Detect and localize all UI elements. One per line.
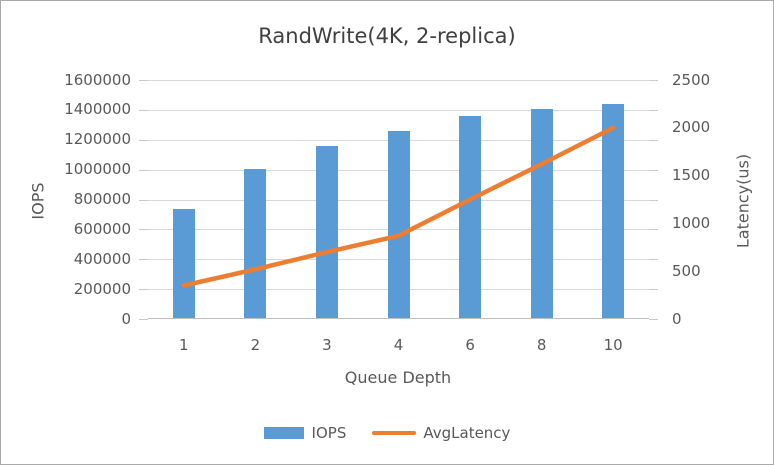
left-axis-tick bbox=[139, 109, 148, 111]
left-axis-tick-label: 1400000 bbox=[64, 100, 131, 119]
right-axis-tick bbox=[649, 289, 658, 291]
x-axis-tick-label: 2 bbox=[250, 336, 261, 354]
legend: IOPS AvgLatency bbox=[1, 423, 773, 443]
right-axis-tick bbox=[649, 259, 658, 261]
right-axis-tick bbox=[649, 229, 658, 231]
right-axis-tick-label: 2500 bbox=[672, 70, 711, 89]
x-axis-tick-label: 4 bbox=[393, 336, 404, 354]
x-axis-tick-label: 10 bbox=[603, 336, 623, 354]
chart-title: RandWrite(4K, 2-replica) bbox=[258, 24, 516, 48]
left-axis-tick-label: 400000 bbox=[73, 249, 131, 268]
x-axis-tick-label: 1 bbox=[179, 336, 189, 354]
right-axis-title: Latency(us) bbox=[733, 153, 753, 249]
right-axis-tick bbox=[649, 80, 658, 81]
legend-item-avglatency: AvgLatency bbox=[372, 424, 510, 442]
left-axis-tick bbox=[139, 169, 148, 171]
iops-legend-label: IOPS bbox=[311, 424, 347, 442]
right-axis-tick-label: 1500 bbox=[672, 166, 711, 185]
iops-bar bbox=[459, 116, 482, 318]
left-axis-tick-label: 0 bbox=[121, 309, 131, 328]
left-axis-tick bbox=[139, 289, 148, 291]
right-axis-tick bbox=[649, 109, 658, 111]
x-axis-title: Queue Depth bbox=[344, 368, 452, 387]
avglatency-line bbox=[181, 125, 616, 288]
iops-bar bbox=[315, 146, 338, 318]
plot-area bbox=[148, 80, 649, 319]
legend-item-iops: IOPS bbox=[263, 424, 347, 442]
iops-bar bbox=[387, 131, 410, 318]
left-axis-tick-label: 1200000 bbox=[64, 130, 131, 149]
gridline bbox=[148, 109, 649, 111]
avglatency-legend-label: AvgLatency bbox=[423, 424, 511, 442]
iops-bar bbox=[172, 209, 195, 318]
x-axis-tick-label: 8 bbox=[536, 336, 547, 354]
right-axis-tick bbox=[649, 169, 658, 171]
left-axis-tick bbox=[139, 229, 148, 231]
avglatency-legend-swatch bbox=[372, 430, 417, 436]
left-axis-tick bbox=[139, 139, 148, 141]
right-axis-tick bbox=[649, 319, 658, 320]
left-axis-tick-label: 600000 bbox=[73, 219, 131, 238]
iops-legend-swatch bbox=[263, 427, 304, 439]
iops-bar bbox=[244, 168, 267, 318]
left-axis-tick-label: 1000000 bbox=[64, 160, 131, 179]
left-axis-tick bbox=[139, 80, 148, 81]
right-axis-tick-label: 0 bbox=[672, 309, 682, 328]
x-axis-tick-label: 6 bbox=[465, 336, 475, 354]
left-axis-tick bbox=[139, 199, 148, 201]
left-axis-title: IOPS bbox=[28, 182, 48, 220]
right-axis-tick-label: 2000 bbox=[672, 118, 711, 137]
left-axis-tick-label: 1600000 bbox=[64, 70, 131, 89]
right-axis-tick-label: 500 bbox=[672, 261, 701, 280]
iops-bar bbox=[602, 104, 625, 318]
right-axis-tick bbox=[649, 139, 658, 141]
right-axis-tick bbox=[649, 199, 658, 201]
left-axis-tick-label: 200000 bbox=[73, 279, 131, 298]
left-axis-tick-label: 800000 bbox=[73, 190, 131, 208]
gridline bbox=[148, 80, 649, 81]
x-axis-tick-label: 3 bbox=[322, 336, 332, 354]
left-axis-tick bbox=[139, 319, 148, 320]
left-axis-tick bbox=[139, 259, 148, 261]
right-axis-tick-label: 1000 bbox=[672, 213, 711, 232]
